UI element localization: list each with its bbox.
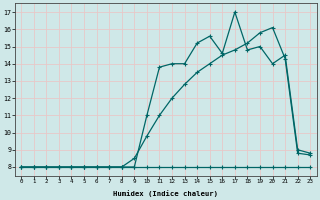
X-axis label: Humidex (Indice chaleur): Humidex (Indice chaleur) — [113, 190, 218, 197]
